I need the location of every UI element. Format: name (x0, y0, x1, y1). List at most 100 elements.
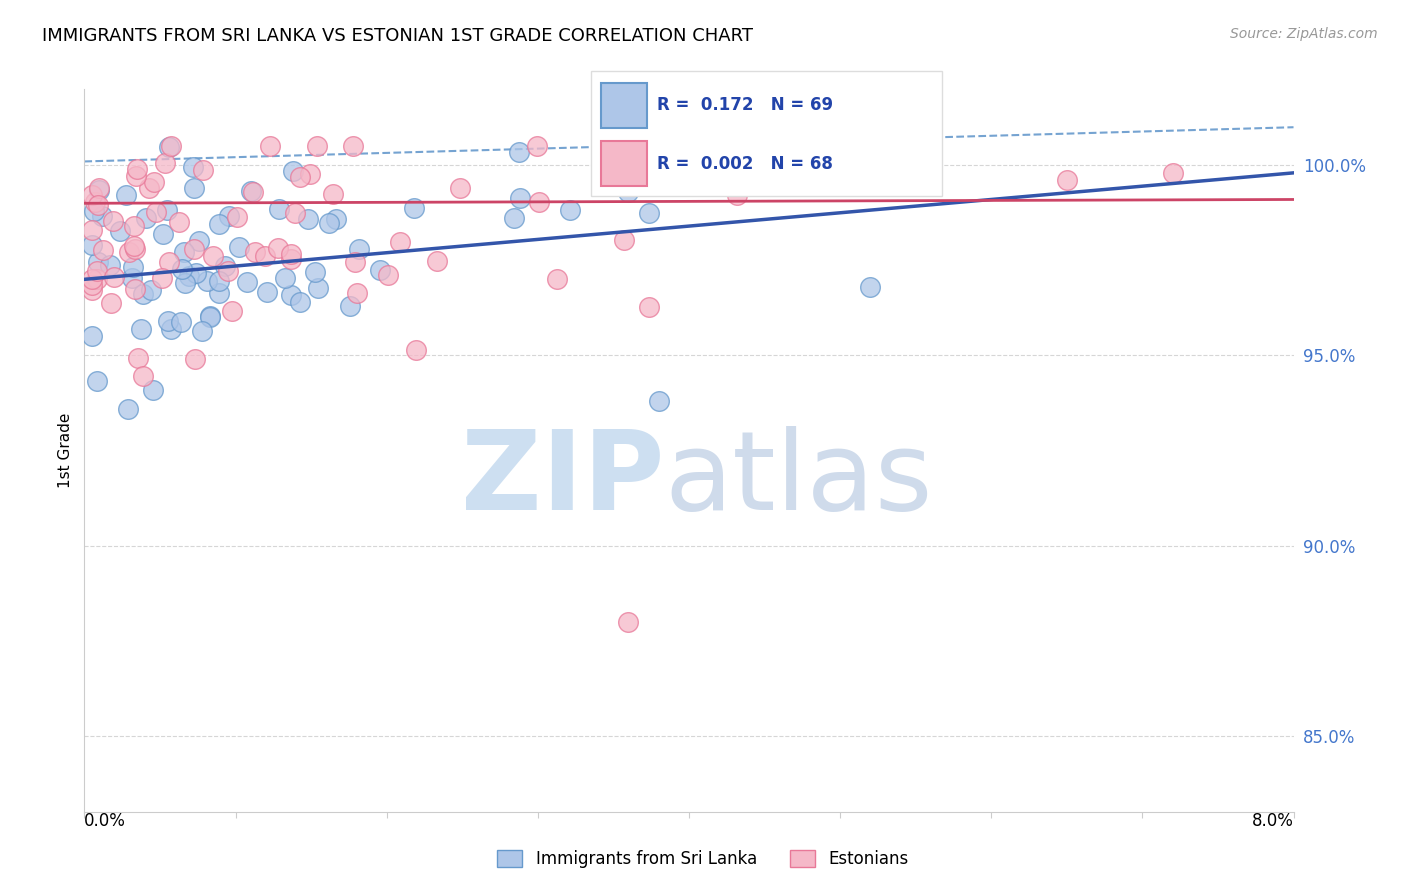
Point (259, 139, 281, 153)
Point (183, 242, 205, 256)
Point (322, 187, 344, 202)
Point (195, 274, 218, 288)
Point (208, 217, 231, 231)
Point (198, 310, 221, 324)
Point (124, 243, 146, 257)
Point (253, 249, 276, 263)
Point (127, 351, 149, 365)
Point (135, 211, 157, 226)
Point (142, 383, 165, 397)
Point (86, 272, 108, 286)
Point (681, 139, 703, 153)
Point (87, 180, 110, 194)
Point (637, 205, 659, 219)
Point (256, 285, 278, 300)
Point (156, 203, 179, 218)
Point (347, 242, 370, 256)
Point (617, 615, 640, 629)
Point (638, 300, 661, 314)
Point (299, 167, 322, 181)
Point (280, 288, 302, 302)
Point (267, 241, 290, 255)
Point (117, 401, 139, 416)
Point (153, 156, 176, 170)
Text: 8.0%: 8.0% (1251, 812, 1294, 830)
Point (170, 261, 193, 276)
Point (184, 266, 207, 280)
Point (118, 244, 141, 259)
Point (132, 368, 155, 383)
Point (101, 213, 124, 227)
Point (503, 211, 526, 225)
Point (202, 248, 225, 262)
Text: R =  0.172   N = 69: R = 0.172 N = 69 (657, 96, 834, 114)
Text: 0.0%: 0.0% (84, 812, 127, 830)
Point (236, 275, 259, 289)
Point (110, 224, 132, 238)
Point (200, 309, 222, 323)
Point (221, 304, 243, 318)
Point (87, 197, 110, 211)
Point (280, 247, 302, 261)
Point (138, 180, 160, 194)
Point (388, 235, 411, 249)
Point (170, 315, 193, 329)
Point (80, 238, 103, 252)
Point (297, 212, 319, 227)
Point (859, 280, 882, 294)
Point (648, 394, 671, 409)
Point (183, 181, 205, 195)
Point (546, 271, 568, 285)
Point (283, 206, 305, 220)
Point (290, 294, 312, 309)
Point (1161, 166, 1184, 180)
Point (346, 286, 368, 301)
Y-axis label: 1st Grade: 1st Grade (58, 413, 73, 488)
Point (143, 175, 166, 189)
Point (191, 163, 214, 178)
Point (218, 209, 240, 223)
Point (243, 245, 266, 260)
Point (157, 314, 180, 328)
Point (267, 202, 290, 216)
Point (129, 322, 152, 336)
Point (183, 160, 205, 174)
Point (103, 270, 125, 285)
Point (305, 139, 328, 153)
Point (91, 243, 114, 257)
FancyBboxPatch shape (602, 141, 647, 186)
Point (426, 254, 449, 268)
Point (509, 191, 531, 205)
Text: ZIP: ZIP (461, 425, 665, 533)
Point (80, 329, 103, 343)
Point (184, 352, 207, 367)
Legend: Immigrants from Sri Lanka, Estonians: Immigrants from Sri Lanka, Estonians (491, 843, 915, 875)
Text: R =  0.002   N = 68: R = 0.002 N = 68 (657, 155, 834, 173)
Point (90, 210, 112, 224)
Point (377, 268, 399, 283)
Point (125, 169, 148, 184)
FancyBboxPatch shape (602, 83, 647, 128)
Point (145, 205, 167, 219)
Point (167, 215, 190, 229)
Point (307, 281, 329, 295)
Point (304, 265, 326, 279)
Point (242, 185, 264, 199)
Point (404, 201, 426, 215)
Point (173, 244, 195, 259)
Point (122, 260, 145, 274)
Point (765, 139, 787, 153)
Point (157, 140, 180, 154)
Point (124, 282, 146, 296)
Point (132, 287, 155, 301)
Point (157, 255, 180, 269)
Point (344, 255, 367, 269)
Point (325, 211, 347, 226)
Point (115, 187, 138, 202)
Point (177, 268, 200, 283)
Point (86, 264, 108, 278)
Point (281, 163, 304, 178)
Point (160, 322, 183, 336)
Point (288, 169, 311, 184)
Point (274, 271, 297, 285)
